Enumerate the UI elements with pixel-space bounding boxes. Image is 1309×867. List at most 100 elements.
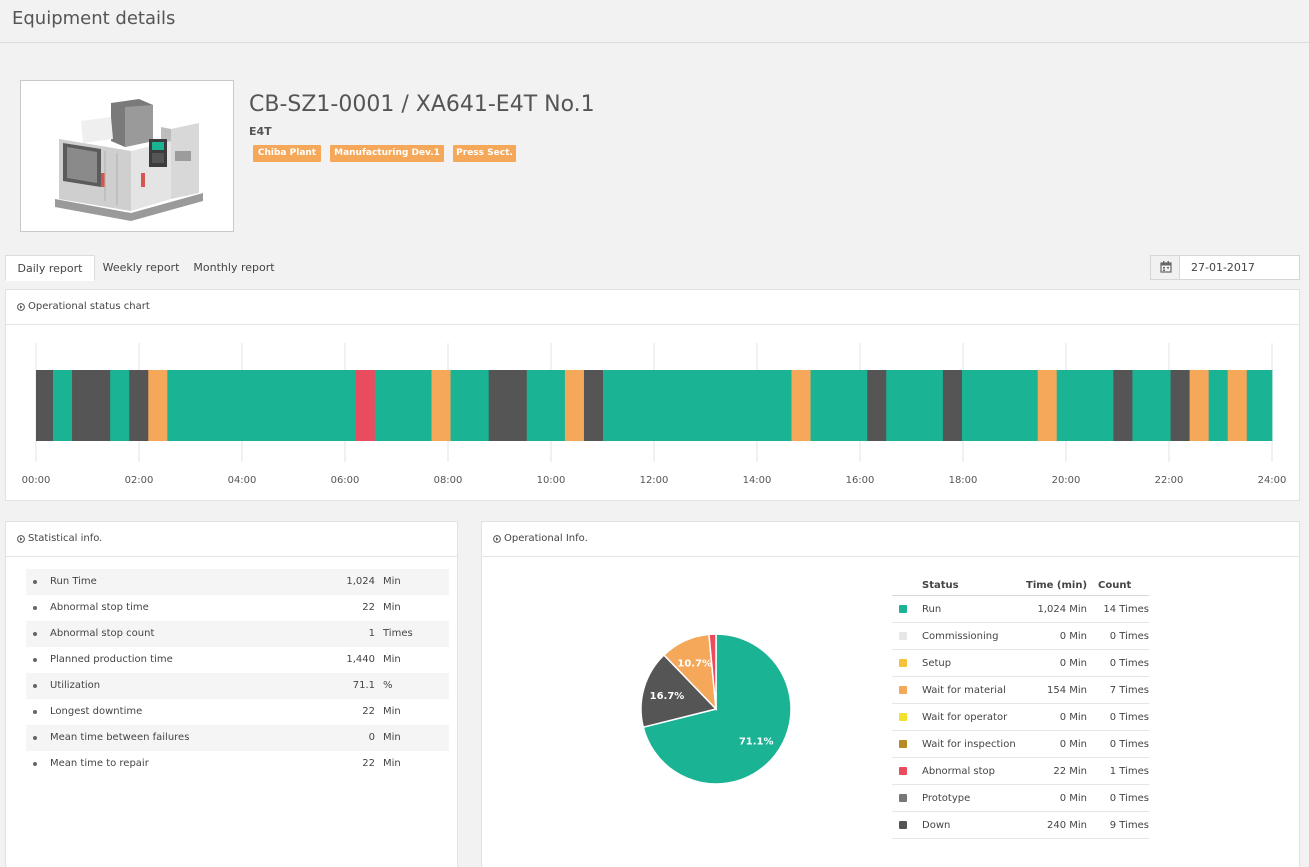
header-count: Count [1098,580,1132,591]
operational-row: Wait for inspection 0 Min 0 Times [892,731,1149,758]
stat-row: Utilization 71.1% [26,673,449,699]
stat-value: 0 [368,732,375,743]
x-tick-label: 10:00 [537,475,566,486]
status-segment[interactable] [1037,370,1058,441]
stat-bullet [33,684,37,688]
stat-row: Abnormal stop count 1 Times [26,621,449,647]
pie-slice[interactable] [708,633,717,710]
status-segment[interactable] [36,370,54,441]
status-time: 0 Min [1059,793,1087,804]
status-count: 0 Times [1109,658,1149,669]
pie-data-label: 71.1% [739,736,774,747]
statistics-title: Statistical info. [28,533,103,544]
status-time: 0 Min [1059,658,1087,669]
status-segment[interactable] [431,370,451,441]
stat-row: Mean time to repair 22 Min [26,751,449,777]
operational-row: Commissioning 0 Min 0 Times [892,623,1149,650]
equipment-model: E4T [249,125,272,138]
equipment-image [20,80,234,232]
pie-slice[interactable] [642,633,792,785]
status-segment[interactable] [72,370,111,441]
stat-label: Run Time [50,576,97,587]
tab-monthly-report[interactable]: Monthly report [193,261,275,274]
status-segment[interactable] [129,370,149,441]
date-picker[interactable]: 27-01-2017 [1150,255,1300,280]
status-name: Down [922,820,951,831]
status-swatch [899,632,907,640]
stat-bullet [33,736,37,740]
stat-label: Mean time to repair [50,758,149,769]
x-tick-label: 08:00 [434,475,463,486]
status-segment[interactable] [374,370,432,441]
tag-section: Press Sect. [453,145,516,162]
status-name: Wait for material [922,685,1006,696]
operational-panel: Operational Info. 71.1% 16.7% 10.7% Status… [481,521,1300,867]
status-segment[interactable] [1132,370,1171,441]
stat-label: Mean time between failures [50,732,190,743]
operational-row: Abnormal stop 22 Min 1 Times [892,758,1149,785]
status-segment[interactable] [110,370,130,441]
operational-title: Operational Info. [504,533,588,544]
stat-label: Abnormal stop count [50,628,155,639]
tab-weekly-report[interactable]: Weekly report [102,261,180,274]
status-time: 0 Min [1059,712,1087,723]
statistics-panel: Statistical info. Run Time 1,024 Min Abnorm… [5,521,458,867]
status-segment[interactable] [167,370,357,441]
status-count: 0 Times [1109,739,1149,750]
status-segment[interactable] [1170,370,1190,441]
tab-daily-report[interactable]: Daily report [5,255,95,281]
stat-bullet [33,762,37,766]
status-swatch [899,821,907,829]
status-pie-chart: 71.1% 16.7% 10.7% [640,633,792,785]
status-name: Wait for inspection [922,739,1016,750]
status-segment[interactable] [1227,370,1248,441]
status-segment[interactable] [791,370,811,441]
stat-value: 1,024 [346,576,375,587]
stat-bullet [33,606,37,610]
status-name: Run [922,604,942,615]
status-segment[interactable] [52,370,73,441]
date-value: 27-01-2017 [1191,261,1255,274]
status-segment[interactable] [450,370,490,441]
status-name: Setup [922,658,952,669]
status-segment[interactable] [1208,370,1229,441]
status-segment[interactable] [355,370,376,441]
status-segment[interactable] [1189,370,1210,441]
circle-arrow-icon [493,535,501,543]
stat-label: Longest downtime [50,706,143,717]
stat-value: 1 [368,628,375,639]
status-segment[interactable] [810,370,868,441]
status-chart-title: Operational status chart [28,301,150,312]
status-swatch [899,605,907,613]
stat-value: 1,440 [346,654,375,665]
status-segment[interactable] [886,370,944,441]
status-segment[interactable] [942,370,963,441]
status-count: 0 Times [1109,712,1149,723]
operational-row: Setup 0 Min 0 Times [892,650,1149,677]
status-name: Prototype [922,793,971,804]
status-segment[interactable] [526,370,566,441]
date-picker-button[interactable] [1151,256,1180,279]
status-segment[interactable] [148,370,168,441]
status-time: 0 Min [1059,739,1087,750]
status-swatch [899,659,907,667]
status-segment[interactable] [1056,370,1114,441]
status-segment[interactable] [603,370,792,441]
status-segment[interactable] [1246,370,1273,441]
pie-slice[interactable] [640,653,718,729]
status-segment[interactable] [961,370,1039,441]
tag-department: Manufacturing Dev.1 [330,145,444,162]
page-header: Equipment details [0,0,1309,43]
status-name: Abnormal stop [922,766,996,777]
pie-data-label: 16.7% [650,691,685,702]
header-status: Status [922,580,959,591]
operational-row: Wait for material 154 Min 7 Times [892,677,1149,704]
status-chart-header: Operational status chart [6,290,1299,325]
status-segment[interactable] [1113,370,1133,441]
status-segment[interactable] [583,370,604,441]
stat-row: Planned production time 1,440 Min [26,647,449,673]
status-time: 22 Min [1053,766,1087,777]
status-segment[interactable] [564,370,585,441]
status-segment[interactable] [867,370,887,441]
status-segment[interactable] [488,370,528,441]
